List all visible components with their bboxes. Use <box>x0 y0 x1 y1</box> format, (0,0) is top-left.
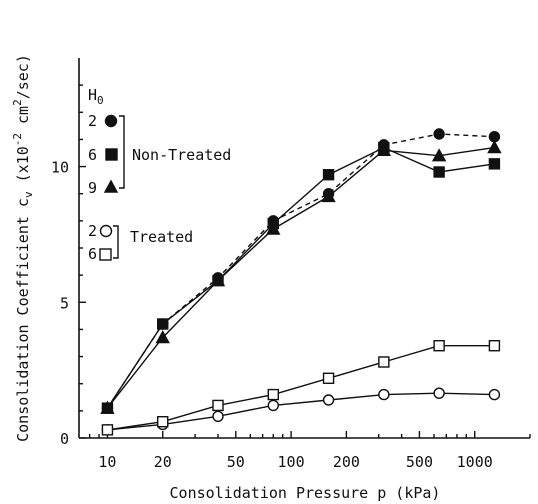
data-point-triangle <box>487 140 502 154</box>
series-group <box>100 128 502 436</box>
data-point-square <box>157 318 169 330</box>
legend-marker-circle-open <box>99 224 113 238</box>
y-axis-title-subscript: v <box>22 191 35 198</box>
x-axis-title: Consolidation Pressure p (kPa) <box>170 484 441 502</box>
x-tick-label: 500 <box>406 453 433 471</box>
y-axis-title-exp1: -2 <box>11 133 24 146</box>
series-line-treated-2 <box>107 392 495 431</box>
legend-marker-square-open <box>99 248 112 261</box>
data-point-circle <box>267 399 279 412</box>
legend-entry-label: 6 <box>88 146 97 164</box>
y-axis-title-unit-mid: cm <box>14 106 32 133</box>
data-point-square <box>101 424 114 436</box>
y-tick-label: 5 <box>60 294 69 312</box>
y-axis-title-main: Consolidation Coefficient c <box>14 198 32 442</box>
data-point-square <box>322 372 335 384</box>
x-tick-label: 50 <box>227 453 245 471</box>
data-point-square <box>157 416 169 428</box>
data-point-triangle <box>431 148 447 162</box>
data-point-circle <box>212 410 224 422</box>
data-point-circle <box>433 387 445 399</box>
data-point-triangle <box>376 142 392 156</box>
x-tick-label: 10 <box>98 453 116 471</box>
y-axis-title: Consolidation Coefficient cv (x10-2 cm2/… <box>11 54 35 442</box>
y-axis-title-unit-close: /sec) <box>14 54 32 99</box>
legend-group-label-treated: Treated <box>130 228 193 246</box>
data-point-square <box>488 158 501 170</box>
legend-marker-square-filled <box>105 148 118 161</box>
legend-entry-label: 2 <box>88 112 97 130</box>
data-point-triangle <box>155 330 170 344</box>
y-tick-label: 10 <box>51 159 69 177</box>
y-tick-label: 0 <box>60 430 69 448</box>
data-point-square <box>267 388 279 401</box>
legend-entry-label: 9 <box>88 179 97 197</box>
data-point-square <box>212 399 224 412</box>
data-point-square <box>378 356 390 368</box>
data-point-triangle <box>210 273 226 287</box>
legend-bracket-non-treated <box>119 115 125 189</box>
data-point-triangle <box>321 188 336 203</box>
data-point-triangle <box>100 400 115 414</box>
legend-marker-triangle-filled <box>103 179 119 193</box>
legend: H0 2 6 9 Non-Treated 2 6 Treated <box>88 86 231 263</box>
data-point-circle <box>322 394 335 406</box>
y-axis-title-exp2: 2 <box>11 99 24 106</box>
series-line-non-treated-6 <box>106 146 495 409</box>
data-point-square <box>433 340 445 352</box>
data-point-square <box>322 169 335 181</box>
data-point-circle <box>488 388 501 401</box>
data-point-triangle <box>266 221 281 235</box>
x-tick-label: 100 <box>278 453 305 471</box>
legend-marker-circle-filled <box>104 114 118 128</box>
x-tick-label: 1000 <box>457 453 493 471</box>
series-line-treated-6 <box>107 345 495 431</box>
series-line-non-treated-9 <box>106 146 495 409</box>
legend-header: H0 <box>88 86 104 107</box>
x-tick-label: 20 <box>154 453 172 471</box>
legend-header-sub: 0 <box>97 94 104 107</box>
legend-entry-label: 6 <box>88 245 97 263</box>
legend-entry-label: 2 <box>88 222 97 240</box>
legend-group-label-non-treated: Non-Treated <box>132 146 231 164</box>
y-axis-title-unit-open: (x10 <box>14 146 32 182</box>
data-point-square <box>488 340 501 352</box>
x-tick-label: 200 <box>333 453 360 471</box>
data-point-square <box>433 166 445 178</box>
legend-bracket-treated <box>113 225 119 259</box>
data-point-circle <box>433 128 445 140</box>
data-point-circle <box>378 388 390 401</box>
legend-header-main: H <box>88 86 97 104</box>
